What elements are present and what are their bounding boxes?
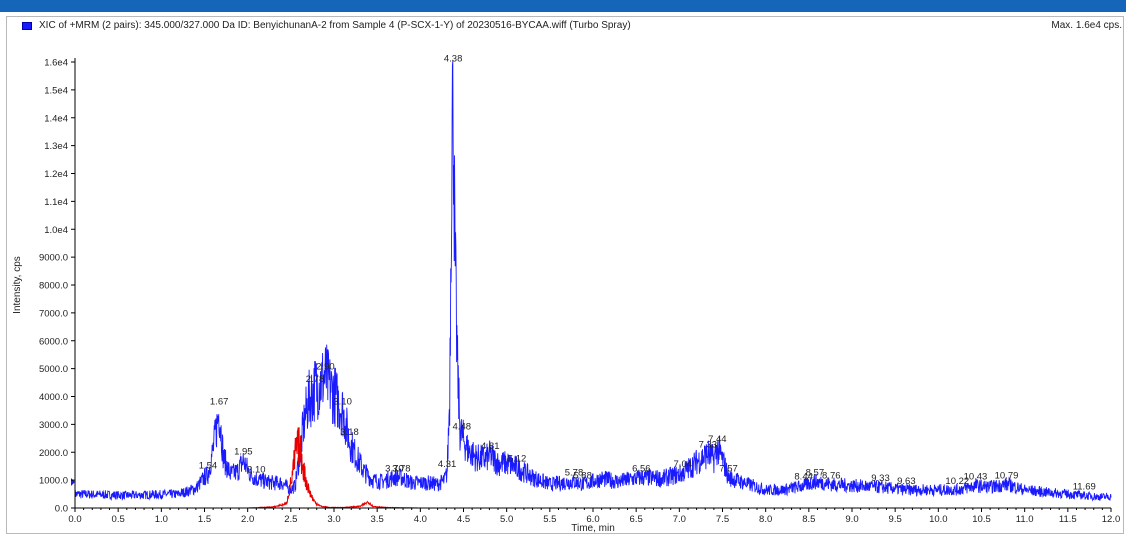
x-tick-label: 2.0 [241, 514, 254, 525]
window-accent-bar [0, 0, 1126, 12]
peak-label: 5.78 [565, 468, 584, 479]
x-tick-label: 7.5 [716, 514, 729, 525]
chromatogram-panel [6, 16, 1124, 534]
x-tick-label: 5.5 [543, 514, 556, 525]
y-axis-title: Intensity, cps [12, 256, 23, 314]
y-tick-label: 1.0e4 [44, 225, 68, 236]
peak-label: 4.81 [481, 441, 500, 452]
peak-label: 6.56 [632, 463, 651, 474]
peak-label: 1.67 [210, 396, 229, 407]
x-tick-label: 4.0 [414, 514, 427, 525]
peak-label: 9.63 [897, 476, 916, 487]
x-tick-label: 1.5 [198, 514, 211, 525]
y-tick-label: 0.0 [55, 504, 68, 515]
y-tick-label: 1.5e4 [44, 85, 68, 96]
chart-title: XIC of +MRM (2 pairs): 345.000/327.000 D… [39, 20, 631, 31]
y-tick-label: 4000.0 [39, 392, 68, 403]
x-tick-label: 0.5 [112, 514, 125, 525]
peak-label: 11.69 [1073, 481, 1096, 492]
y-tick-label: 1.1e4 [44, 197, 68, 208]
x-tick-label: 11.0 [1016, 514, 1034, 525]
x-tick-label: 5.0 [500, 514, 513, 525]
x-tick-label: 8.0 [759, 514, 772, 525]
y-tick-label: 9000.0 [39, 253, 68, 264]
peak-label: 3.10 [333, 396, 352, 407]
peak-label: 2.78 [306, 374, 325, 385]
peak-label: 1.95 [234, 447, 253, 458]
y-tick-label: 5000.0 [39, 364, 68, 375]
peak-label: 7.57 [719, 463, 738, 474]
x-tick-label: 1.0 [155, 514, 168, 525]
x-axis-title: Time, min [571, 523, 615, 534]
peak-label: 8.57 [806, 468, 825, 479]
x-tick-label: 9.5 [889, 514, 902, 525]
peak-label-layer: 1.54 1.67 1.95 2.10 2.782.90 3.10 3.18 3.703.78… [199, 54, 1096, 493]
x-tick-label: 6.5 [630, 514, 643, 525]
peak-label: 4.48 [453, 422, 472, 433]
y-tick-label: 8000.0 [39, 281, 68, 292]
peak-label: 5.12 [508, 454, 527, 465]
x-tick-label: 0.0 [68, 514, 81, 525]
peak-label: 10.79 [995, 470, 1019, 481]
peak-label: 3.18 [340, 427, 359, 438]
peak-label: 2.90 [316, 362, 335, 373]
axis-layer: 0.0 1000.0 2000.0 3000.0 4000.0 5000.0 6000.0 7… [39, 58, 1120, 526]
y-tick-label: 1.4e4 [44, 113, 68, 124]
max-intensity-label: Max. 1.6e4 cps. [1051, 20, 1122, 31]
peak-label: 3.78 [392, 463, 411, 474]
peak-label: 1.54 [199, 461, 218, 472]
peak-label: 3.70 [385, 463, 404, 474]
peak-label: 5.88 [573, 470, 592, 481]
y-tick-label: 2000.0 [39, 448, 68, 459]
x-tick-label: 3.0 [327, 514, 340, 525]
x-tick-label: 11.5 [1059, 514, 1077, 525]
y-tick-label: 1000.0 [39, 476, 68, 487]
series-layer [74, 61, 1112, 509]
x-tick-label: 2.5 [284, 514, 297, 525]
x-tick-label: 8.5 [802, 514, 815, 525]
peak-label: 7.44 [708, 434, 727, 445]
peak-label: 10.22 [945, 476, 969, 487]
y-tick-label: 1.6e4 [44, 58, 68, 69]
y-tick-label: 7000.0 [39, 308, 68, 319]
x-tick-label: 12.0 [1102, 514, 1121, 525]
x-tick-label: 6.0 [586, 514, 599, 525]
x-tick-label: 10.0 [929, 514, 948, 525]
x-tick-label: 7.0 [673, 514, 686, 525]
peak-label: 4.38 [444, 54, 463, 65]
y-tick-label: 1.2e4 [44, 169, 68, 180]
peak-label: 8.44 [794, 472, 813, 483]
series-line-1 [74, 61, 1112, 502]
x-tick-label: 10.5 [972, 514, 991, 525]
x-tick-label: 4.5 [457, 514, 470, 525]
peak-label: 8.76 [822, 470, 841, 481]
y-tick-label: 1.3e4 [44, 141, 68, 152]
y-tick-label: 3000.0 [39, 420, 68, 431]
peak-label: 9.33 [871, 473, 890, 484]
peak-label: 10.43 [964, 472, 988, 483]
y-tick-label: 6000.0 [39, 336, 68, 347]
peak-label: 7.04 [674, 459, 693, 470]
x-tick-label: 3.5 [371, 514, 384, 525]
peak-label: 7.33 [699, 440, 718, 451]
triangle-right-icon [71, 478, 75, 486]
peak-label: 4.31 [438, 459, 457, 470]
chart-header: XIC of +MRM (2 pairs): 345.000/327.000 D… [10, 20, 1122, 34]
legend-swatch-icon[interactable] [22, 22, 32, 30]
x-tick-label: 9.0 [845, 514, 858, 525]
peak-label: 2.10 [247, 465, 266, 476]
